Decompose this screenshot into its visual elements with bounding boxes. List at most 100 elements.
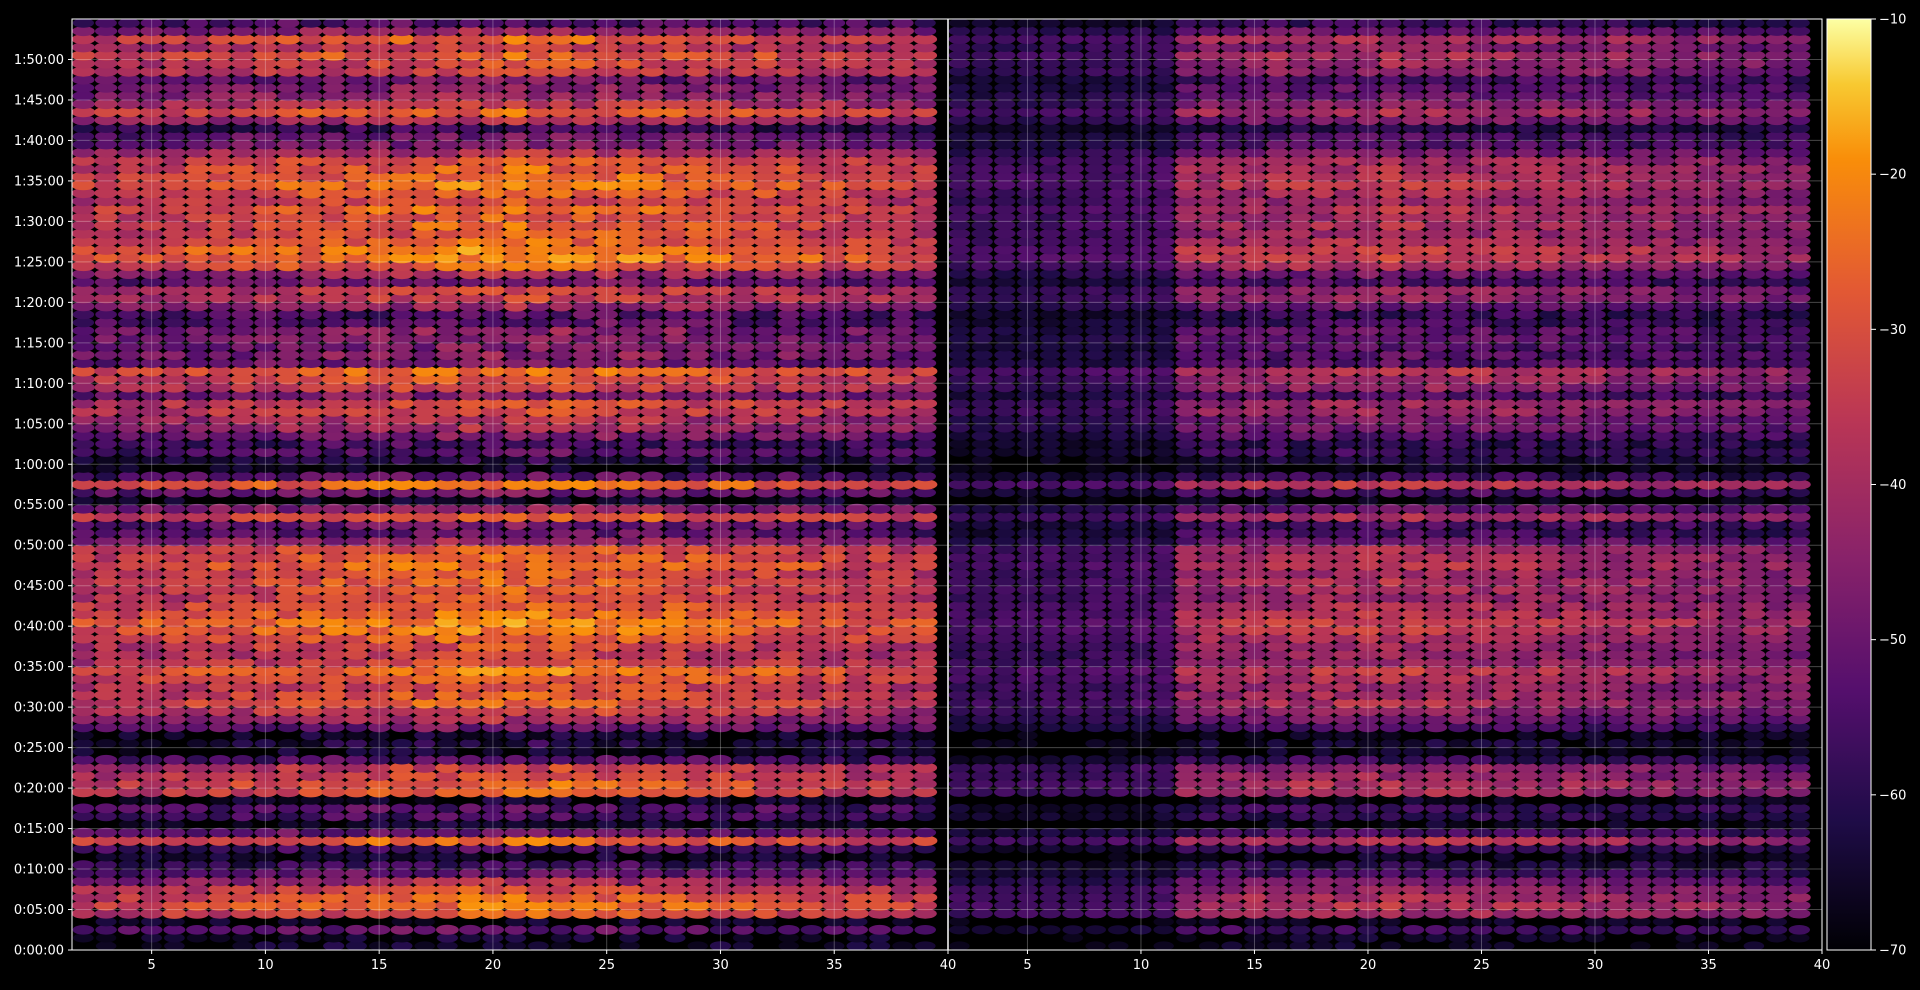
heat-cell <box>162 600 187 612</box>
heat-cell <box>594 900 620 911</box>
heat-cell <box>505 933 527 943</box>
heat-cell <box>186 471 209 482</box>
heat-cell <box>139 633 164 644</box>
heat-cell <box>594 543 620 555</box>
heat-cell <box>254 811 277 822</box>
heat-cell <box>344 673 369 684</box>
heat-cell <box>595 471 618 482</box>
heat-cell <box>731 592 756 603</box>
heat-cell <box>253 592 278 603</box>
heat-cell <box>389 892 414 903</box>
heat-cell <box>868 876 891 887</box>
heat-cell <box>867 689 892 701</box>
heat-cell <box>389 576 414 587</box>
heat-cell <box>253 778 278 790</box>
heat-cell <box>595 503 619 514</box>
heat-cell <box>663 390 687 401</box>
heat-cell <box>459 860 481 870</box>
heat-cell <box>390 414 414 425</box>
heat-cell <box>776 900 801 911</box>
heat-cell <box>890 398 915 409</box>
heat-cell <box>822 884 847 895</box>
heat-cell <box>617 697 642 709</box>
heat-cell <box>1153 819 1174 830</box>
heat-cell <box>595 722 618 733</box>
heat-cell <box>550 19 573 28</box>
heat-cell <box>525 786 552 798</box>
heat-cell <box>548 584 574 595</box>
heat-cell <box>276 706 301 717</box>
heat-cell <box>367 520 391 530</box>
heat-cell <box>573 860 595 870</box>
heat-cell <box>869 844 891 854</box>
heat-cell <box>345 827 368 838</box>
heat-cell <box>799 697 824 709</box>
heat-cell <box>527 390 550 401</box>
heat-cell <box>95 941 117 950</box>
heat-cell <box>913 892 938 903</box>
heat-cell <box>457 641 483 652</box>
heat-cell <box>298 625 323 636</box>
heat-cell <box>72 568 95 579</box>
heat-cell <box>732 755 754 765</box>
heat-cell <box>664 747 686 757</box>
heat-cell <box>845 762 869 773</box>
heat-cell <box>276 406 301 417</box>
heat-cell <box>776 665 802 677</box>
heat-cell <box>823 730 845 741</box>
heat-cell <box>162 552 187 563</box>
heat-cell <box>435 884 460 895</box>
heat-cell <box>437 941 458 950</box>
heat-cell <box>321 697 346 709</box>
heat-cell <box>776 592 801 603</box>
heat-cell <box>617 786 642 798</box>
heat-cell <box>94 908 118 919</box>
heat-cell <box>994 803 1016 813</box>
heat-cell <box>72 925 95 935</box>
heat-cell <box>275 576 301 587</box>
heat-cell <box>617 681 642 693</box>
heat-cell <box>254 925 277 935</box>
heat-cell <box>777 722 800 733</box>
heat-cell <box>389 665 415 677</box>
heat-cell <box>617 608 642 620</box>
heat-cell <box>1720 868 1742 878</box>
heat-cell <box>913 584 937 595</box>
heat-cell <box>254 431 277 441</box>
heat-cell <box>480 608 506 620</box>
heat-cell <box>753 665 779 677</box>
heat-cell <box>480 697 506 709</box>
heat-cell <box>708 382 733 393</box>
heat-cell <box>299 714 323 725</box>
heat-cell <box>1062 771 1084 781</box>
heat-cell <box>298 908 323 919</box>
heat-cell <box>230 884 255 895</box>
heat-cell <box>891 520 914 530</box>
heat-cell <box>504 811 527 822</box>
heat-cell <box>1425 827 1447 838</box>
heat-cell <box>1221 755 1243 765</box>
heat-cell <box>503 689 529 701</box>
heat-cell <box>457 883 483 895</box>
heat-cell <box>94 552 118 563</box>
heat-cell <box>321 479 347 490</box>
heat-cell <box>913 568 937 579</box>
heat-cell <box>1425 933 1447 943</box>
heat-cell <box>1720 860 1742 870</box>
heat-cell <box>482 819 504 830</box>
heat-cell <box>914 528 936 538</box>
heat-cell <box>162 374 187 385</box>
heat-cell <box>505 730 527 741</box>
heat-cell <box>800 431 823 441</box>
heat-cell <box>687 455 709 465</box>
heat-cell <box>253 689 278 701</box>
heat-cell <box>321 786 346 798</box>
heat-cell <box>913 762 938 773</box>
heat-cell <box>1721 933 1742 943</box>
heat-cell <box>867 665 892 676</box>
heat-cell <box>869 455 891 465</box>
heat-cell <box>368 739 390 749</box>
heat-cell <box>389 568 415 579</box>
heat-cell <box>1538 803 1561 814</box>
heat-cell <box>800 439 823 449</box>
